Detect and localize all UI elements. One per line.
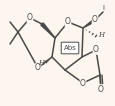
Text: O: O [92, 45, 98, 54]
Text: Abs: Abs [63, 45, 76, 51]
Text: O: O [91, 15, 97, 24]
Text: H: H [97, 31, 103, 39]
Text: O: O [35, 63, 41, 73]
Polygon shape [40, 23, 55, 38]
Text: I: I [101, 5, 103, 11]
Polygon shape [82, 19, 95, 28]
Text: O: O [27, 13, 33, 22]
Text: O: O [79, 79, 85, 87]
Text: O: O [65, 17, 70, 26]
Text: O: O [97, 84, 103, 93]
Text: H: H [38, 59, 44, 67]
FancyBboxPatch shape [61, 42, 78, 54]
